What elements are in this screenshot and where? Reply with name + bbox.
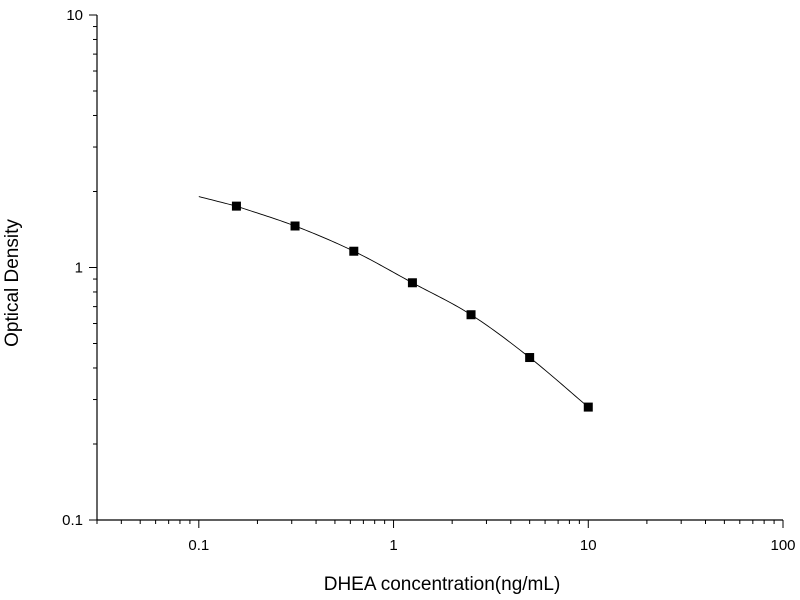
fit-curve <box>198 196 589 408</box>
y-tick-label: 0.1 <box>62 512 83 529</box>
x-tick-label: 100 <box>770 537 795 554</box>
data-point <box>525 353 535 363</box>
axes-frame <box>96 15 783 521</box>
tick-labels: 0.1 1 10 100 0.1 1 10 <box>62 7 795 554</box>
x-tick-label: 10 <box>580 537 597 554</box>
x-axis-title: DHEA concentration(ng/mL) <box>324 574 561 595</box>
data-points <box>231 201 593 412</box>
y-axis-title: Optical Density <box>2 219 23 347</box>
data-point <box>407 278 417 288</box>
y-tick-label: 1 <box>75 260 83 277</box>
data-point <box>583 402 593 412</box>
axis-ticks <box>89 14 784 528</box>
fit-curve-layer <box>198 196 589 408</box>
data-point <box>466 310 476 320</box>
x-tick-label: 1 <box>389 537 397 554</box>
data-point <box>290 221 300 231</box>
x-tick-label: 0.1 <box>188 537 209 554</box>
data-point <box>231 201 241 211</box>
y-tick-label: 10 <box>66 7 83 24</box>
data-point <box>349 246 359 256</box>
